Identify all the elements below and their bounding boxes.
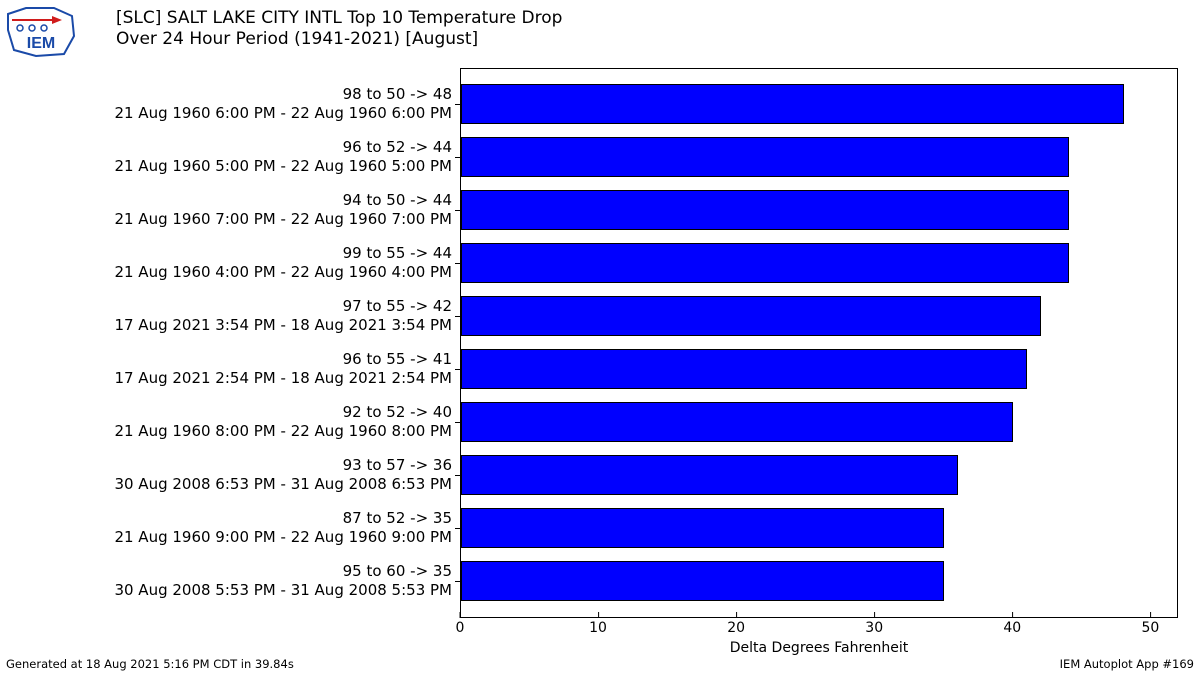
svg-text:IEM: IEM [27,35,55,52]
x-tick: 30 [865,618,883,636]
x-tick-label: 40 [1003,618,1021,636]
bar [461,561,944,601]
y-axis-label: 97 to 55 -> 4217 Aug 2021 3:54 PM - 18 A… [0,297,452,335]
x-tick-mark [1150,612,1151,618]
y-axis-label: 95 to 60 -> 3530 Aug 2008 5:53 PM - 31 A… [0,562,452,600]
y-axis-label-summary: 92 to 52 -> 40 [0,403,452,422]
y-tick-mark [455,528,461,529]
x-axis-label: Delta Degrees Fahrenheit [460,640,1178,656]
y-tick-mark [455,263,461,264]
y-axis-label-period: 17 Aug 2021 2:54 PM - 18 Aug 2021 2:54 P… [0,369,452,388]
bar [461,84,1124,124]
y-tick-mark [455,422,461,423]
x-tick-mark [736,612,737,618]
x-tick-mark [598,612,599,618]
y-axis-label-summary: 96 to 52 -> 44 [0,138,452,157]
y-axis-label-summary: 98 to 50 -> 48 [0,85,452,104]
x-tick-label: 20 [727,618,745,636]
x-tick-label: 30 [865,618,883,636]
y-axis-label-summary: 96 to 55 -> 41 [0,350,452,369]
iem-logo: IEM [6,6,76,58]
y-axis-label: 94 to 50 -> 4421 Aug 1960 7:00 PM - 22 A… [0,191,452,229]
chart-title-line1: [SLC] SALT LAKE CITY INTL Top 10 Tempera… [116,8,562,29]
y-tick-mark [455,104,461,105]
x-tick: 0 [456,618,465,636]
y-axis-label-period: 30 Aug 2008 5:53 PM - 31 Aug 2008 5:53 P… [0,581,452,600]
y-axis-label-summary: 95 to 60 -> 35 [0,562,452,581]
y-tick-mark [455,210,461,211]
bar [461,349,1027,389]
x-tick-mark [1012,612,1013,618]
x-tick: 50 [1141,618,1159,636]
x-tick-mark [874,612,875,618]
x-tick-label: 10 [589,618,607,636]
y-tick-mark [455,581,461,582]
y-axis-label-period: 21 Aug 1960 8:00 PM - 22 Aug 1960 8:00 P… [0,422,452,441]
y-axis-labels: 98 to 50 -> 4821 Aug 1960 6:00 PM - 22 A… [0,68,452,618]
page: IEM [SLC] SALT LAKE CITY INTL Top 10 Tem… [0,0,1200,675]
x-tick-label: 0 [456,618,465,636]
y-tick-mark [455,316,461,317]
y-axis-label-period: 21 Aug 1960 6:00 PM - 22 Aug 1960 6:00 P… [0,104,452,123]
footer-app: IEM Autoplot App #169 [1060,657,1194,671]
y-axis-label-summary: 94 to 50 -> 44 [0,191,452,210]
y-axis-label: 93 to 57 -> 3630 Aug 2008 6:53 PM - 31 A… [0,456,452,494]
y-axis-label-summary: 87 to 52 -> 35 [0,509,452,528]
y-axis-label: 99 to 55 -> 4421 Aug 1960 4:00 PM - 22 A… [0,244,452,282]
bar [461,402,1013,442]
x-tick: 20 [727,618,745,636]
chart-title-line2: Over 24 Hour Period (1941-2021) [August] [116,29,562,50]
x-tick-label: 50 [1141,618,1159,636]
y-tick-mark [455,475,461,476]
plot-area [460,68,1178,618]
bar [461,243,1069,283]
x-tick: 40 [1003,618,1021,636]
footer-generated: Generated at 18 Aug 2021 5:16 PM CDT in … [6,657,294,671]
bar [461,508,944,548]
y-axis-label-summary: 97 to 55 -> 42 [0,297,452,316]
bars-container [461,68,1178,617]
y-axis-label-period: 21 Aug 1960 9:00 PM - 22 Aug 1960 9:00 P… [0,528,452,547]
bar [461,455,958,495]
chart-title: [SLC] SALT LAKE CITY INTL Top 10 Tempera… [116,8,562,51]
y-axis-label-period: 21 Aug 1960 4:00 PM - 22 Aug 1960 4:00 P… [0,263,452,282]
bar [461,296,1041,336]
y-axis-label: 92 to 52 -> 4021 Aug 1960 8:00 PM - 22 A… [0,403,452,441]
y-axis-label-period: 21 Aug 1960 7:00 PM - 22 Aug 1960 7:00 P… [0,210,452,229]
y-axis-label: 96 to 52 -> 4421 Aug 1960 5:00 PM - 22 A… [0,138,452,176]
y-axis-label-summary: 93 to 57 -> 36 [0,456,452,475]
x-tick-mark [460,612,461,618]
y-axis-label-summary: 99 to 55 -> 44 [0,244,452,263]
bar [461,137,1069,177]
y-axis-label: 98 to 50 -> 4821 Aug 1960 6:00 PM - 22 A… [0,85,452,123]
y-tick-mark [455,369,461,370]
x-tick: 10 [589,618,607,636]
y-axis-label: 87 to 52 -> 3521 Aug 1960 9:00 PM - 22 A… [0,509,452,547]
y-axis-label-period: 17 Aug 2021 3:54 PM - 18 Aug 2021 3:54 P… [0,316,452,335]
y-axis-label-period: 30 Aug 2008 6:53 PM - 31 Aug 2008 6:53 P… [0,475,452,494]
y-tick-mark [455,157,461,158]
bar [461,190,1069,230]
y-axis-label-period: 21 Aug 1960 5:00 PM - 22 Aug 1960 5:00 P… [0,157,452,176]
y-axis-label: 96 to 55 -> 4117 Aug 2021 2:54 PM - 18 A… [0,350,452,388]
